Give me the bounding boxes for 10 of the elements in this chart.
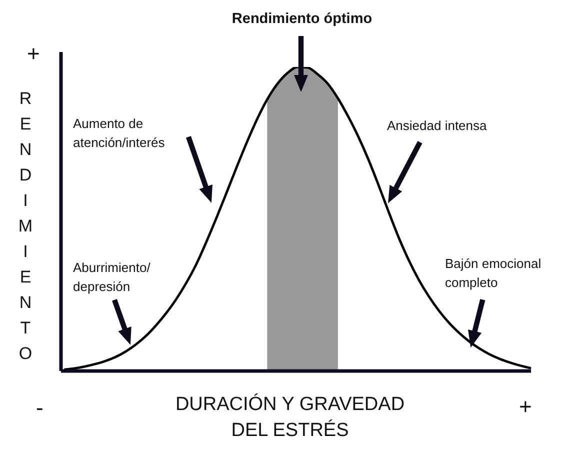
y-axis-title: RENDIMIENTO [15,89,35,370]
annotation: Bajón emocional completo [445,255,542,292]
text: Rendimiento óptimo [230,10,374,29]
text: - [36,395,44,420]
text: + [27,41,40,66]
annotation: Aumento de atención/interés [73,115,166,152]
text: + [519,394,532,419]
annotation: Ansiedad intensa [387,117,487,135]
x-axis-title: DURACIÓN Y GRAVEDAD DEL ESTRÉS [174,392,406,443]
annotation: Aburrimiento/ depresión [73,259,152,296]
